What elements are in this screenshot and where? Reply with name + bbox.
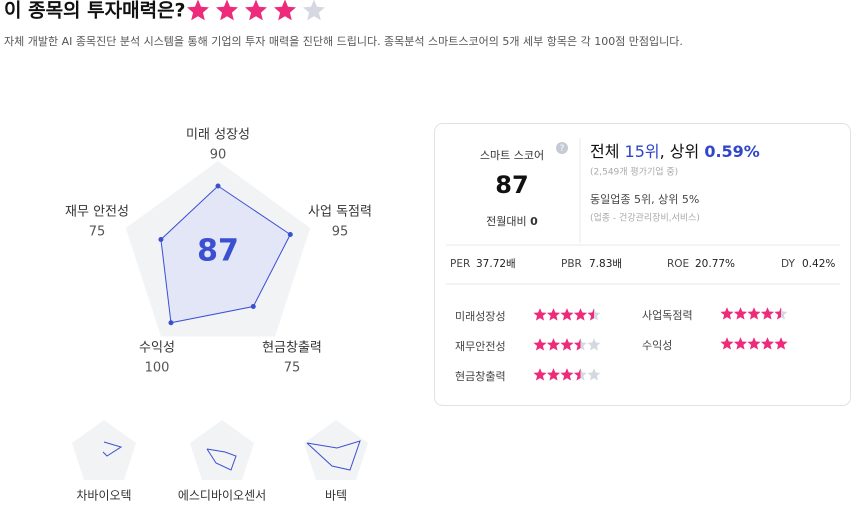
axis-value: 90 <box>210 148 227 163</box>
title: 이 종목의 투자매력은? <box>4 0 186 22</box>
star-filled <box>533 308 547 321</box>
star-filled <box>274 0 296 21</box>
axis-label: 현금창출력 <box>262 341 322 356</box>
star-rating <box>533 308 601 321</box>
star-filled <box>761 337 774 350</box>
star-filled <box>774 337 788 350</box>
star-rating <box>187 0 325 21</box>
axis-value: 75 <box>284 361 301 376</box>
metric-value: 7.83배 <box>589 258 622 270</box>
rank-percent: 0.59% <box>704 142 760 161</box>
rating-label: 미래성장성 <box>455 310 506 323</box>
axis-label: 사업 독점력 <box>308 205 372 220</box>
axis-value: 75 <box>89 225 106 240</box>
axis-label: 미래 성장성 <box>186 128 250 143</box>
radar-point <box>168 320 174 326</box>
star-rating <box>533 368 601 381</box>
star-filled <box>761 307 774 320</box>
star-filled <box>747 307 761 320</box>
radar-score: 87 <box>197 234 239 269</box>
star-rating <box>533 338 601 351</box>
metric-value: 20.77% <box>695 258 735 270</box>
rating-label: 수익성 <box>642 339 672 352</box>
star-filled <box>720 307 734 320</box>
rank-total: 전체 15위, 상위 0.59% <box>590 142 760 161</box>
rating-label: 재무안전성 <box>455 340 506 353</box>
star-filled <box>774 307 782 320</box>
star-filled <box>547 368 560 381</box>
change-label: 전월대비 <box>486 215 526 228</box>
star-filled <box>560 308 574 321</box>
star-filled <box>187 0 209 21</box>
star-filled <box>547 308 560 321</box>
star-filled <box>734 307 747 320</box>
rank-number: 15위 <box>625 142 660 161</box>
help-icon[interactable] <box>556 142 568 154</box>
star-filled <box>547 338 560 351</box>
star-rating <box>720 337 788 350</box>
star-empty <box>587 338 601 351</box>
score-label: 스마트 스코어 <box>480 149 544 162</box>
rating-label: 현금창출력 <box>455 370 506 383</box>
sector-note: (업종 - 건강관리장비,서비스) <box>590 213 700 224</box>
change: 전월대비 0 <box>486 215 538 228</box>
radar-point <box>250 304 256 310</box>
star-filled <box>245 0 267 21</box>
star-filled <box>720 337 734 350</box>
rank-sector: 동일업종 5위, 상위 5% <box>590 192 699 206</box>
description: 자체 개발한 AI 종목진단 분석 시스템을 통해 기업의 투자 매력을 진단해… <box>4 34 683 48</box>
metric-label: PER <box>450 258 470 270</box>
star-empty <box>303 0 325 21</box>
peer-label: 차바이오텍 <box>76 489 131 503</box>
rank-note: (2,549개 평가기업 중) <box>590 167 678 178</box>
help-icon-glyph: ? <box>560 144 565 154</box>
change-value: 0 <box>530 215 538 228</box>
score: 87 <box>495 171 528 199</box>
metric-label: ROE <box>667 258 689 270</box>
star-filled <box>574 308 587 321</box>
star-rating <box>720 307 788 320</box>
star-filled <box>747 337 761 350</box>
axis-value: 95 <box>332 225 349 240</box>
metric-label: DY <box>781 258 796 270</box>
star-filled <box>533 368 547 381</box>
metric-value: 0.42% <box>802 258 835 270</box>
radar-point <box>287 232 293 238</box>
star-filled <box>216 0 238 21</box>
metric-value: 37.72배 <box>476 258 516 270</box>
star-filled <box>574 368 581 381</box>
axis-value: 100 <box>145 361 170 376</box>
radar-point <box>215 183 221 189</box>
peer-label: 에스디바이오센서 <box>178 489 266 503</box>
star-filled <box>574 338 581 351</box>
star-filled <box>533 338 547 351</box>
star-filled <box>734 337 747 350</box>
axis-label: 수익성 <box>139 341 175 356</box>
metric-label: PBR <box>561 258 582 270</box>
axis-label: 재무 안전성 <box>65 205 129 220</box>
rank-text: , 상위 <box>660 142 705 161</box>
radar-point <box>158 236 164 242</box>
star-empty <box>587 368 601 381</box>
rank-text: 전체 <box>590 142 625 161</box>
star-filled <box>560 338 574 351</box>
star-filled <box>587 308 595 321</box>
peer-shapes <box>72 420 368 480</box>
star-filled <box>560 368 574 381</box>
peer-label: 바텍 <box>325 489 347 503</box>
rating-label: 사업독점력 <box>642 309 693 322</box>
radar-area <box>160 185 291 324</box>
score-card <box>434 123 851 406</box>
